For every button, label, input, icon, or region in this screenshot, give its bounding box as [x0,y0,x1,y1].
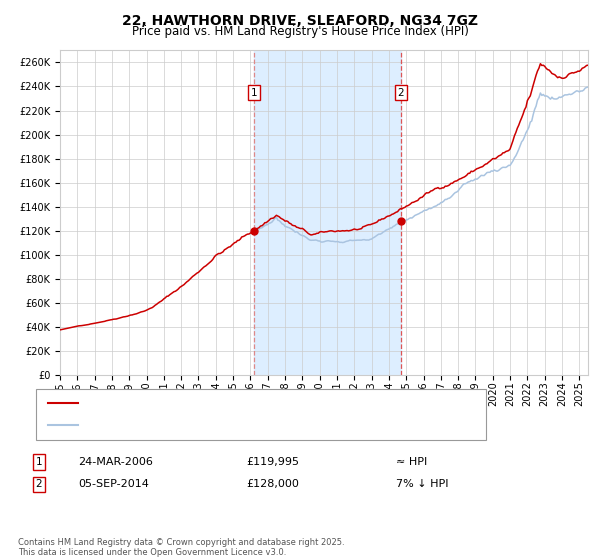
Text: Contains HM Land Registry data © Crown copyright and database right 2025.
This d: Contains HM Land Registry data © Crown c… [18,538,344,557]
Text: 7% ↓ HPI: 7% ↓ HPI [396,479,448,489]
Text: 24-MAR-2006: 24-MAR-2006 [78,457,153,467]
Text: 22, HAWTHORN DRIVE, SLEAFORD, NG34 7GZ (semi-detached house): 22, HAWTHORN DRIVE, SLEAFORD, NG34 7GZ (… [87,398,450,408]
Text: £128,000: £128,000 [246,479,299,489]
Text: 1: 1 [251,87,258,97]
Text: 22, HAWTHORN DRIVE, SLEAFORD, NG34 7GZ: 22, HAWTHORN DRIVE, SLEAFORD, NG34 7GZ [122,14,478,28]
Text: 05-SEP-2014: 05-SEP-2014 [78,479,149,489]
Text: HPI: Average price, semi-detached house, North Kesteven: HPI: Average price, semi-detached house,… [87,421,389,431]
Text: 1: 1 [35,457,43,467]
Text: £119,995: £119,995 [246,457,299,467]
Text: ≈ HPI: ≈ HPI [396,457,427,467]
Text: 2: 2 [397,87,404,97]
Text: Price paid vs. HM Land Registry's House Price Index (HPI): Price paid vs. HM Land Registry's House … [131,25,469,38]
Bar [254,50,401,375]
Text: 2: 2 [35,479,43,489]
